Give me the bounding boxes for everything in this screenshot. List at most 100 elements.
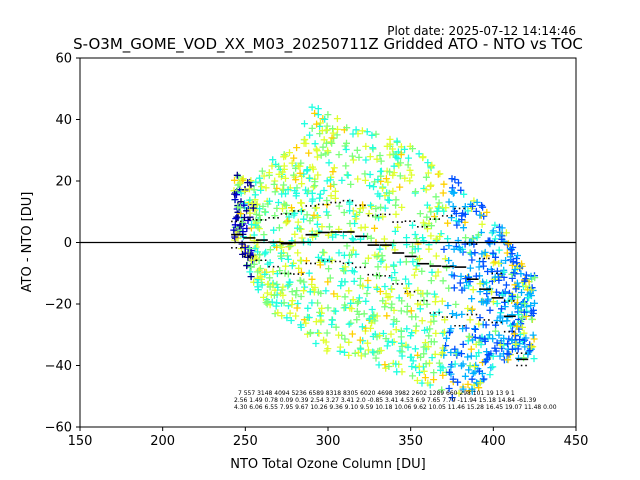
scatter-point	[282, 190, 289, 198]
scatter-point	[489, 298, 497, 306]
scatter-point	[406, 166, 414, 174]
scatter-point	[310, 183, 317, 191]
scatter-point	[313, 220, 321, 228]
scatter-point	[311, 140, 319, 148]
scatter-point	[491, 235, 499, 243]
scatter-point	[405, 154, 412, 162]
scatter-point	[296, 225, 304, 233]
scatter-point	[319, 248, 327, 256]
scatter-point	[498, 235, 506, 243]
scatter-point	[434, 268, 442, 276]
scatter-point	[280, 162, 288, 170]
scatter-point	[404, 343, 412, 351]
scatter-point	[328, 139, 336, 147]
scatter-point	[473, 198, 481, 206]
scatter-point	[393, 137, 401, 145]
scatter-point	[430, 369, 438, 377]
scatter-point	[480, 262, 487, 270]
scatter-point	[328, 321, 336, 328]
scatter-point	[332, 323, 340, 331]
scatter-point	[448, 188, 456, 195]
scatter-point	[469, 202, 476, 210]
scatter-point	[269, 239, 277, 247]
scatter-point	[323, 197, 331, 204]
scatter-point	[245, 185, 253, 193]
y-tick-label: 20	[55, 175, 72, 190]
scatter-point	[427, 318, 435, 326]
scatter-point	[250, 186, 258, 194]
scatter-point	[463, 279, 471, 286]
scatter-point	[387, 304, 395, 312]
scatter-point	[471, 325, 478, 333]
scatter-point	[382, 175, 390, 183]
scatter-point	[516, 336, 524, 343]
scatter-point	[373, 333, 381, 341]
scatter-point	[448, 394, 456, 402]
scatter-point	[355, 153, 363, 161]
scatter-point	[327, 138, 335, 146]
scatter-point	[409, 221, 416, 229]
scatter-point	[236, 179, 244, 187]
scatter-point	[401, 174, 409, 182]
scatter-point	[469, 235, 476, 243]
scatter-point	[442, 204, 450, 212]
scatter-point	[233, 171, 241, 179]
scatter-point	[423, 213, 431, 221]
scatter-point	[260, 172, 268, 180]
scatter-point	[443, 334, 450, 342]
scatter-point	[459, 209, 467, 217]
scatter-point	[397, 151, 405, 159]
scatter-point	[425, 332, 433, 340]
scatter-point	[298, 234, 306, 242]
scatter-point	[493, 339, 501, 347]
scatter-point	[402, 275, 410, 283]
scatter-point	[502, 257, 510, 264]
scatter-point	[408, 329, 416, 337]
scatter-point	[512, 340, 520, 348]
scatter-point	[436, 170, 444, 178]
scatter-point	[397, 159, 404, 167]
scatter-point	[376, 272, 383, 280]
scatter-point	[282, 174, 289, 182]
scatter-point	[284, 252, 291, 260]
scatter-point	[255, 211, 263, 219]
scatter-point	[302, 186, 310, 194]
scatter-point	[451, 360, 459, 368]
scatter-point	[504, 313, 512, 321]
scatter-point	[323, 329, 331, 337]
scatter-point	[418, 267, 426, 275]
scatter-point	[504, 297, 512, 305]
scatter-point	[297, 256, 304, 264]
scatter-point	[305, 314, 313, 321]
scatter-point	[364, 339, 372, 347]
scatter-point	[254, 268, 262, 276]
scatter-point	[458, 350, 465, 358]
scatter-point	[465, 332, 473, 340]
scatter-point	[312, 340, 320, 347]
scatter-point	[439, 277, 447, 285]
scatter-point	[279, 205, 286, 213]
scatter-point	[508, 293, 516, 301]
scatter-point	[288, 159, 296, 167]
scatter-point	[517, 303, 525, 311]
scatter-point	[518, 289, 525, 296]
scatter-point	[358, 127, 366, 135]
scatter-point	[313, 229, 321, 237]
scatter-point	[349, 156, 357, 164]
scatter-point	[309, 195, 317, 203]
scatter-point	[319, 143, 327, 151]
scatter-point	[498, 291, 506, 299]
scatter-point	[370, 311, 378, 319]
scatter-point	[387, 330, 395, 338]
scatter-point	[235, 173, 243, 181]
scatter-point	[333, 292, 341, 300]
scatter-point	[514, 345, 522, 353]
scatter-point	[332, 307, 340, 315]
scatter-point	[302, 140, 310, 147]
scatter-point	[366, 153, 374, 161]
scatter-point	[427, 338, 435, 346]
scatter-point	[331, 194, 339, 202]
scatter-point	[320, 187, 328, 194]
scatter-point	[355, 294, 363, 302]
scatter-point	[406, 177, 414, 185]
